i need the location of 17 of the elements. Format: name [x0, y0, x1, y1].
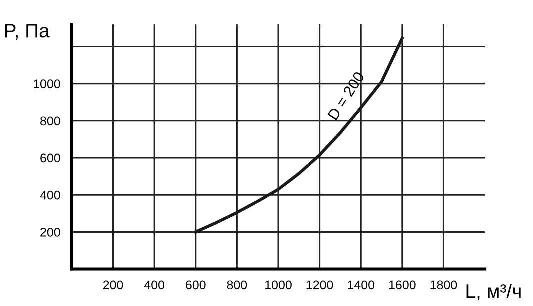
x-tick-label: 1600: [389, 280, 416, 290]
y-tick-label: 800: [40, 116, 60, 126]
y-tick-label: 1000: [34, 80, 60, 88]
x-axis-title: L, м³/ч: [466, 284, 521, 301]
x-tick-label: 400: [144, 280, 165, 290]
x-tick-label: 1800: [430, 280, 458, 290]
y-axis-title: P, Па: [5, 24, 50, 40]
x-tick-label: 1000: [266, 280, 292, 290]
y-tick-label: 400: [40, 190, 60, 200]
x-tick-label: 1400: [348, 280, 375, 290]
y-tick-label: 600: [40, 154, 60, 163]
y-tick-label: 200: [40, 228, 60, 237]
x-tick-label: 1200: [306, 280, 334, 290]
x-tick-label: 600: [186, 280, 206, 290]
text: D = 200: [328, 71, 366, 121]
x-tick-label: 800: [227, 280, 248, 290]
x-tick-label: 200: [103, 280, 124, 290]
